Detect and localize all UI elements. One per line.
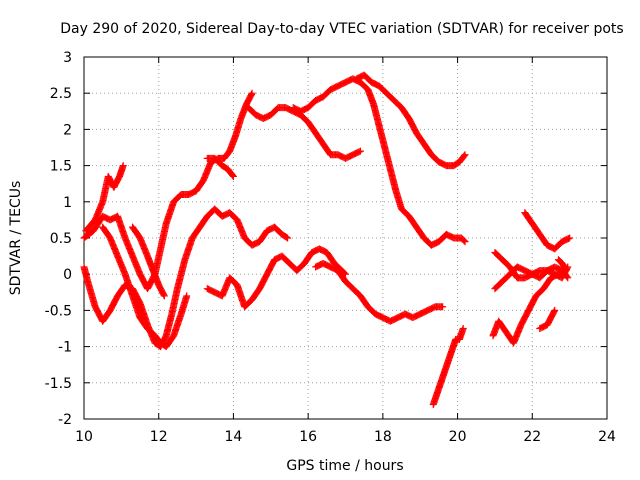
data-point xyxy=(564,235,572,243)
series-arc-f xyxy=(129,223,168,300)
x-tick-label: 16 xyxy=(299,429,317,445)
data-point xyxy=(459,325,467,332)
series-arc-c xyxy=(203,154,237,180)
data-point xyxy=(282,233,290,241)
y-tick-label: 2 xyxy=(63,122,72,138)
y-tick-label: 0.5 xyxy=(50,231,72,247)
series-arc-e xyxy=(99,223,191,351)
series-arc-h xyxy=(244,104,364,162)
y-tick-label: -2 xyxy=(58,412,72,428)
y-tick-label: 0 xyxy=(63,267,72,283)
series-arc-j xyxy=(353,71,469,170)
y-tick-label: 1 xyxy=(63,195,72,211)
data-point xyxy=(160,291,168,299)
data-point xyxy=(284,234,292,242)
data-point xyxy=(439,303,447,311)
x-tick-label: 24 xyxy=(598,429,616,445)
data-point xyxy=(461,238,469,246)
series-arc-q xyxy=(536,306,559,332)
series-arc-p xyxy=(491,248,572,282)
x-axis-ticks: 10 12 14 16 18 20 22 24 xyxy=(75,57,616,445)
series-arc-i xyxy=(289,75,469,249)
series-arc-g xyxy=(203,245,349,311)
data-point xyxy=(460,237,468,245)
series-arc-d xyxy=(80,205,292,351)
y-tick-label: -1 xyxy=(58,340,72,356)
series-arc-k xyxy=(312,259,447,325)
series-arc-o xyxy=(521,209,574,253)
series-arc-r xyxy=(554,256,570,275)
data-point xyxy=(566,234,574,242)
x-tick-label: 14 xyxy=(225,429,243,445)
data-point xyxy=(229,171,237,179)
data-points xyxy=(80,71,574,409)
data-point xyxy=(248,89,256,97)
series-arc-a xyxy=(82,162,127,235)
data-point xyxy=(551,306,559,314)
data-point xyxy=(356,147,364,155)
y-tick-label: 2.5 xyxy=(50,86,72,102)
y-tick-label: -1.5 xyxy=(45,376,72,392)
data-point xyxy=(460,152,468,160)
x-tick-label: 20 xyxy=(449,429,467,445)
x-tick-label: 10 xyxy=(75,429,93,445)
data-point xyxy=(355,148,363,156)
data-point xyxy=(562,267,570,275)
data-point xyxy=(119,162,127,170)
y-tick-label: 3 xyxy=(63,50,72,66)
data-point xyxy=(183,292,191,300)
chart-title: Day 290 of 2020, Sidereal Day-to-day VTE… xyxy=(60,21,623,37)
data-point xyxy=(561,265,569,273)
series-arc-l xyxy=(429,325,467,409)
data-point xyxy=(160,292,168,300)
data-point xyxy=(247,90,255,98)
y-axis-label: SDTVAR / TECUs xyxy=(8,181,24,296)
x-tick-label: 18 xyxy=(374,429,392,445)
data-point xyxy=(550,308,558,316)
data-point xyxy=(461,151,469,159)
y-axis-ticks: -2 -1.5 -1 -0.5 0 0.5 1 1.5 2 2.5 3 xyxy=(45,50,607,428)
x-tick-label: 22 xyxy=(523,429,541,445)
x-tick-label: 12 xyxy=(150,429,168,445)
y-tick-label: 1.5 xyxy=(50,159,72,175)
x-axis-label: GPS time / hours xyxy=(286,458,403,474)
data-point xyxy=(229,172,237,180)
y-tick-label: -0.5 xyxy=(45,303,72,319)
